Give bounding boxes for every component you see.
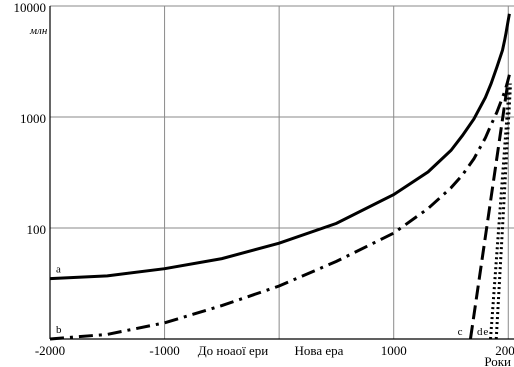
trend-label-e: e — [483, 326, 488, 338]
series-lines — [49, 13, 513, 341]
series-line-b — [49, 74, 511, 341]
series-labels: a b c d e — [56, 264, 488, 338]
series-line-a — [49, 13, 511, 281]
x-tick-labels: -2000 -1000 1000 2000 — [35, 343, 514, 358]
series-label-a: a — [56, 264, 61, 276]
x-tick-label: 1000 — [381, 343, 407, 358]
trend-line-c — [468, 83, 510, 340]
y-tick-label: 100 — [27, 222, 47, 237]
trend-label-c: c — [458, 326, 463, 338]
series-label-b: b — [56, 324, 62, 336]
era-label-before: До ноаої ери — [198, 343, 268, 358]
y-unit-label: млн — [29, 25, 48, 37]
x-tick-label: -2000 — [35, 343, 65, 358]
y-tick-label: 1000 — [20, 111, 46, 126]
era-label-after: Нова ера — [295, 343, 344, 358]
grid-lines — [50, 5, 514, 339]
y-tick-label: 10000 — [14, 0, 47, 15]
x-unit-label: Роки — [484, 354, 511, 367]
x-tick-label: -1000 — [149, 343, 179, 358]
y-tick-labels: 100 1000 10000 — [14, 0, 47, 237]
x-tick-label: 2000 — [495, 343, 514, 358]
trend-label-d: d — [477, 326, 483, 338]
axes — [49, 6, 514, 340]
